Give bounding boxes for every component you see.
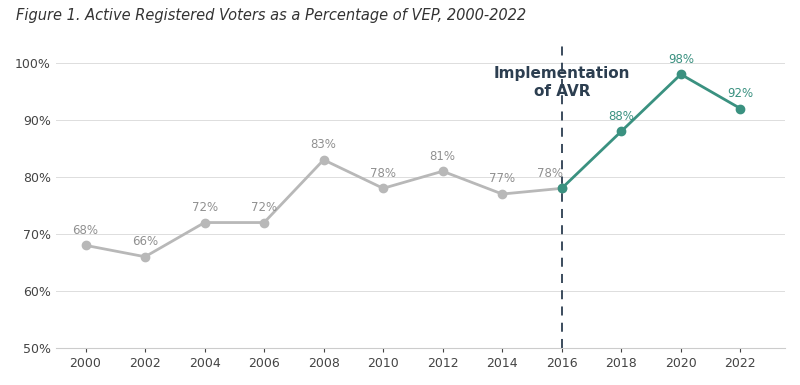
Text: 78%: 78% [370,167,396,180]
Text: 72%: 72% [191,201,218,214]
Text: 81%: 81% [430,150,456,163]
Text: 72%: 72% [251,201,277,214]
Text: 68%: 68% [73,224,98,237]
Text: Implementation
of AVR: Implementation of AVR [494,66,630,99]
Text: Figure 1. Active Registered Voters as a Percentage of VEP, 2000-2022: Figure 1. Active Registered Voters as a … [16,8,526,23]
Text: 66%: 66% [132,235,158,248]
Text: 77%: 77% [489,172,515,186]
Text: 92%: 92% [727,87,754,100]
Text: 88%: 88% [608,110,634,123]
Text: 83%: 83% [310,138,337,151]
Text: 98%: 98% [668,53,694,66]
Text: 78%: 78% [537,167,563,180]
